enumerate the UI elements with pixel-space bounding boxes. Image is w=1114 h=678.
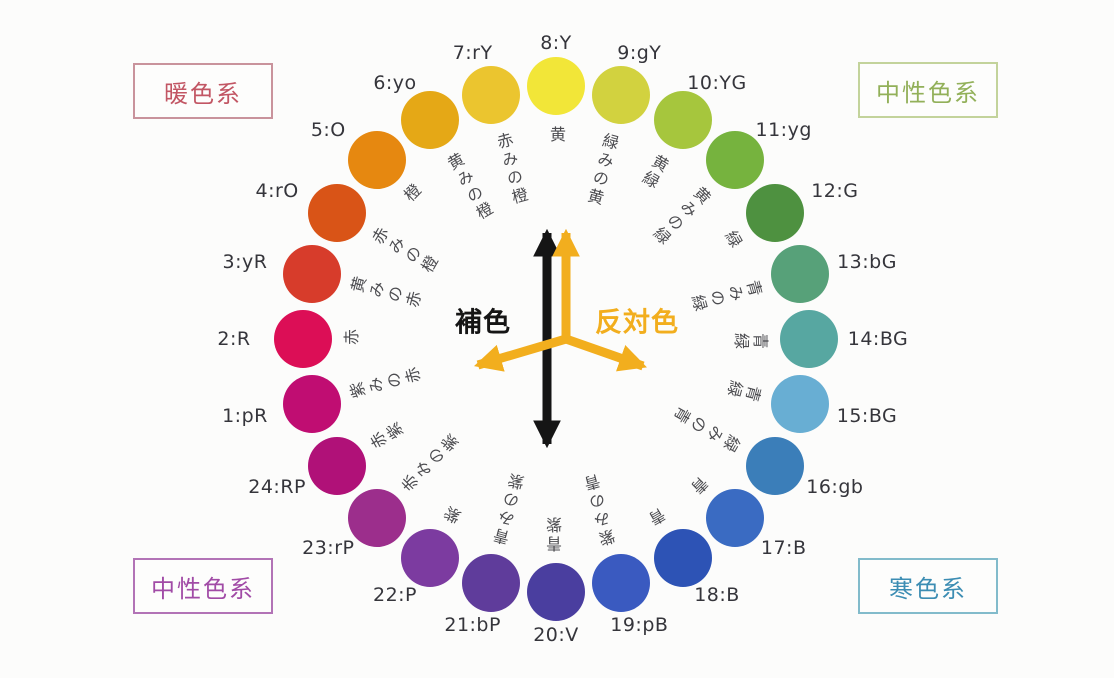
hue-swatch-20V — [527, 563, 585, 621]
hue-label-9gY: 9:gY — [617, 42, 662, 65]
hue-label-23rP: 23:rP — [302, 537, 355, 560]
legend-neutral-top-label: 中性色系 — [876, 78, 980, 107]
hue-swatch-8Y — [527, 57, 585, 115]
hue-label-18B: 18:B — [694, 584, 740, 607]
hue-swatch-12G — [746, 183, 805, 242]
hue-label-20V: 20:V — [533, 624, 579, 646]
hue-label-19pB: 19:pB — [610, 613, 669, 636]
hue-swatch-9gY — [592, 65, 651, 124]
hue-label-3yR: 3:yR — [222, 251, 268, 274]
opposite-color-arrows — [473, 228, 647, 372]
hue-label-5O: 5:O — [310, 118, 346, 141]
complementary-label: 補色 — [455, 307, 511, 339]
hue-swatch-16gb — [746, 436, 805, 495]
hue-swatch-11yg — [705, 131, 764, 190]
hue-label-8Y: 8:Y — [540, 32, 572, 54]
hue-label-22P: 22:P — [372, 584, 418, 607]
hue-swatch-22P — [400, 529, 459, 588]
hue-label-13bG: 13:bG — [837, 251, 897, 274]
hue-swatch-1pR — [282, 375, 341, 434]
legend-neutral-colors-top: 中性色系 — [858, 62, 998, 118]
hue-label-15BG: 15:BG — [836, 404, 898, 427]
hue-label-2R: 2:R — [217, 328, 251, 350]
hue-swatch-2R — [274, 310, 332, 368]
hue-name-8Y: 黄 — [547, 126, 566, 145]
hue-swatch-21bP — [461, 554, 520, 613]
legend-cool-colors: 寒色系 — [858, 558, 998, 614]
hue-swatch-4rO — [307, 183, 366, 242]
hue-label-21bP: 21:bP — [444, 613, 501, 636]
hue-swatch-18B — [653, 529, 712, 588]
hue-swatch-19pB — [592, 554, 651, 613]
hue-swatch-3yR — [282, 244, 341, 303]
legend-neutral-bottom-label: 中性色系 — [151, 574, 255, 603]
hue-label-6yo: 6:yo — [373, 71, 417, 94]
hue-swatch-24RP — [307, 436, 366, 495]
hue-swatch-6yo — [400, 90, 459, 149]
hue-label-24RP: 24:RP — [248, 476, 306, 498]
hue-label-14BG: 14:BG — [847, 328, 909, 350]
hue-swatch-17B — [705, 488, 764, 547]
hue-swatch-7rY — [461, 65, 520, 124]
hue-label-1pR: 1:pR — [222, 404, 268, 427]
hue-label-16gb: 16:gb — [806, 476, 864, 498]
hue-swatch-5O — [348, 131, 407, 190]
hue-label-17B: 17:B — [760, 537, 807, 560]
hue-label-12G: 12:G — [811, 180, 859, 202]
legend-warm-colors: 暖色系 — [133, 63, 273, 119]
legend-cool-label: 寒色系 — [889, 574, 967, 603]
hue-swatch-23rP — [348, 488, 407, 547]
legend-warm-label: 暖色系 — [164, 79, 242, 108]
hue-swatch-10YG — [653, 90, 712, 149]
hue-label-10YG: 10:YG — [687, 71, 747, 94]
hue-label-4rO: 4:rO — [255, 180, 299, 202]
hue-swatch-14BG — [780, 310, 838, 368]
hue-label-7rY: 7:rY — [452, 42, 493, 65]
opposite-color-label: 反対色 — [595, 307, 679, 339]
legend-neutral-colors-bottom: 中性色系 — [133, 558, 273, 614]
hue-swatch-13bG — [771, 244, 830, 303]
hue-label-11yg: 11:yg — [755, 118, 812, 141]
hue-swatch-15BG — [771, 375, 830, 434]
